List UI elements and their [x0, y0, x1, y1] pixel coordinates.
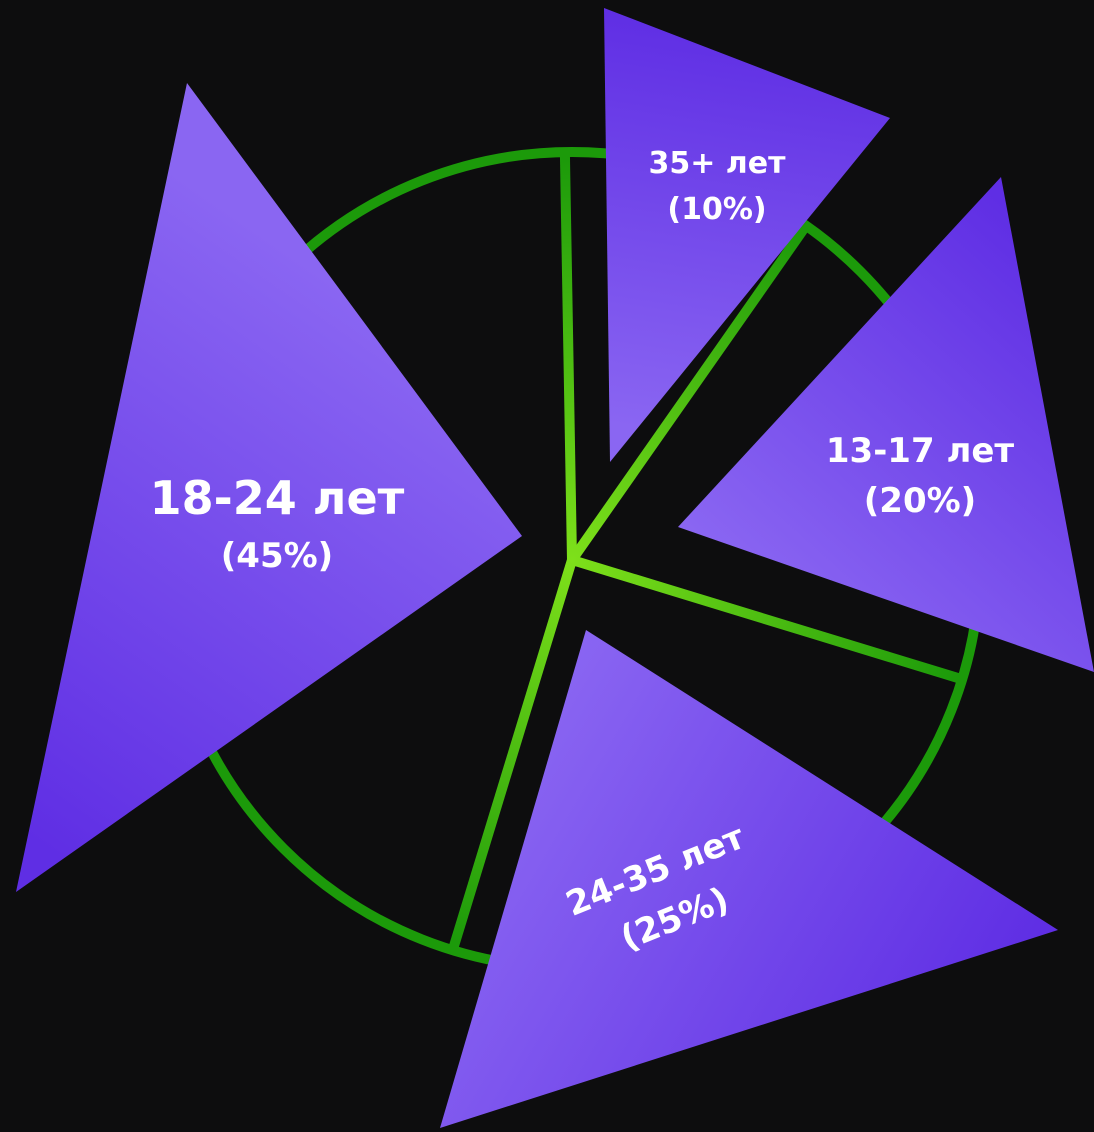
slice-label-18-24: 18-24 лет: [150, 471, 405, 525]
pie-spoke-group: [447, 151, 964, 952]
label-group-18-24: 18-24 лет (45%): [150, 471, 405, 576]
pie-spoke-1: [567, 222, 811, 563]
slice-label-35-plus: 35+ лет: [648, 146, 786, 181]
slice-percent-35-plus: (10%): [667, 192, 766, 227]
label-triangle-35-plus: [604, 8, 890, 462]
slice-percent-13-17: (20%): [864, 481, 976, 521]
label-triangle-24-35: [440, 630, 1058, 1128]
slice-label-13-17: 13-17 лет: [826, 431, 1015, 471]
label-triangle-group: [16, 8, 1094, 1128]
pie-spoke-0: [559, 151, 577, 561]
pie-spoke-2: [570, 555, 964, 685]
label-triangle-18-24: [16, 83, 522, 892]
label-group-35-plus: 35+ лет (10%): [648, 146, 786, 227]
label-group-13-17: 13-17 лет (20%): [826, 431, 1015, 521]
pie-spoke-3: [447, 558, 577, 952]
slice-percent-18-24: (45%): [221, 536, 333, 576]
label-triangle-13-17: [678, 177, 1094, 672]
